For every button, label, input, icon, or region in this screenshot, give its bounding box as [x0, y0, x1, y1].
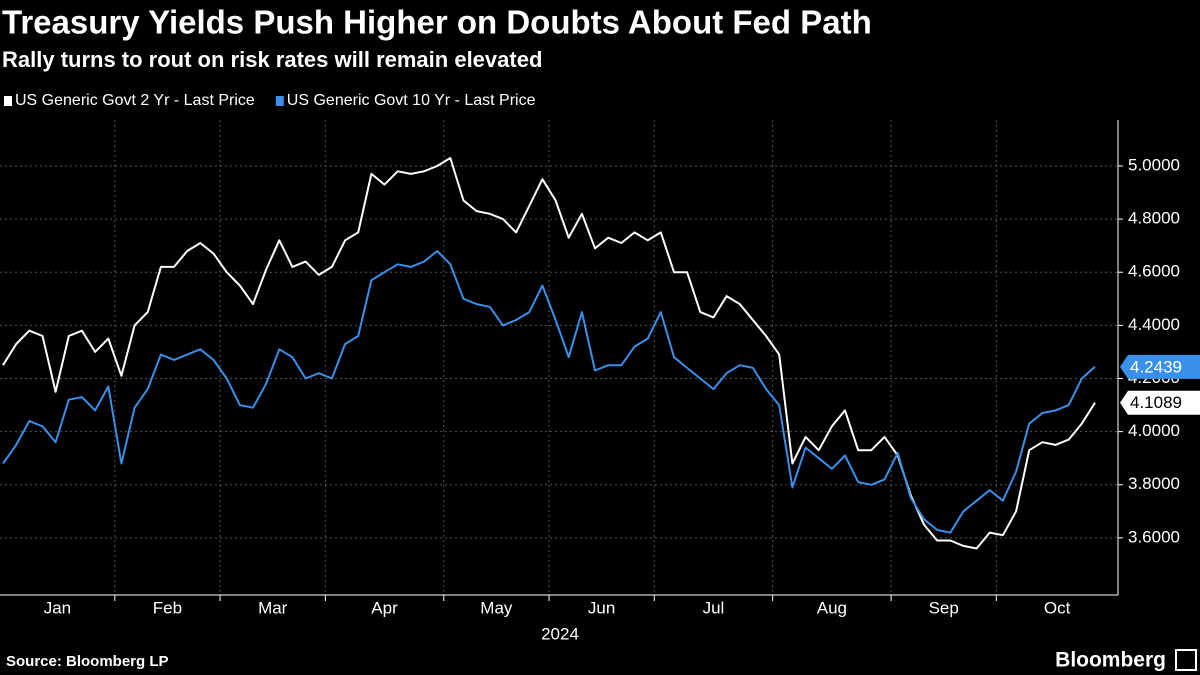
y-tick-label: 3.6000 [1128, 527, 1180, 546]
last-value-tag: 4.1089 [1120, 390, 1200, 415]
x-tick-label: Jun [588, 598, 615, 617]
x-tick-label: Feb [153, 598, 182, 617]
y-tick-label: 4.6000 [1128, 262, 1180, 281]
y-tick-label: 4.0000 [1128, 421, 1180, 440]
last-value-tag: 4.2439 [1120, 354, 1200, 379]
x-tick-label: Jul [703, 598, 725, 617]
last-value-label: 4.1089 [1130, 393, 1182, 412]
y-tick-label: 3.8000 [1128, 474, 1180, 493]
legend-marker [275, 96, 284, 106]
x-tick-label: Apr [371, 598, 398, 617]
x-tick-label: May [480, 598, 513, 617]
y-tick-label: 4.8000 [1128, 209, 1180, 228]
brand: Bloomberg [1055, 649, 1166, 672]
x-tick-label: Oct [1044, 598, 1071, 617]
last-value-box [1120, 354, 1200, 379]
legend-marker [4, 96, 12, 106]
x-tick-label: Mar [258, 598, 288, 617]
chart-title: Treasury Yields Push Higher on Doubts Ab… [2, 4, 872, 41]
legend-label: US Generic Govt 10 Yr - Last Price [287, 92, 536, 109]
chart-subtitle: Rally turns to rout on risk rates will r… [2, 47, 542, 72]
brand-icon [1175, 649, 1197, 671]
series-line [2, 250, 1096, 534]
last-value-box [1120, 390, 1200, 415]
legend-label: US Generic Govt 2 Yr - Last Price [15, 92, 255, 109]
x-tick-label: Sep [929, 598, 959, 617]
x-axis-label: 2024 [541, 624, 579, 643]
x-tick-label: Aug [817, 598, 847, 617]
y-tick-label: 5.0000 [1128, 155, 1180, 174]
x-tick-label: Jan [44, 598, 71, 617]
last-value-label: 4.2439 [1130, 357, 1182, 376]
source: Source: Bloomberg LP [6, 653, 169, 670]
y-tick-label: 4.4000 [1128, 315, 1180, 334]
